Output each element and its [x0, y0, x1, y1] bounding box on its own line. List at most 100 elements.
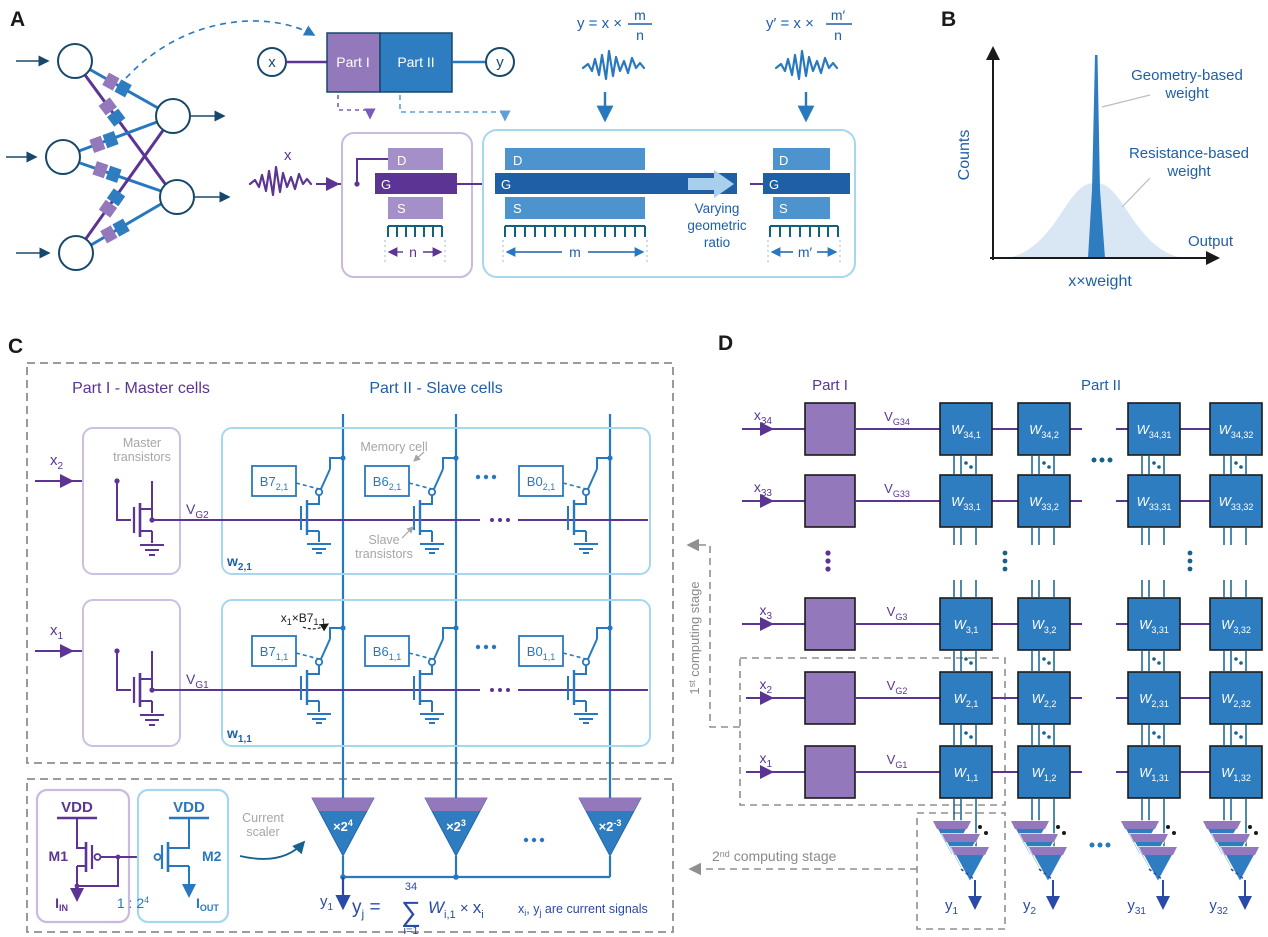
- part2-header: Part II: [1081, 377, 1121, 394]
- drain-bar: [388, 148, 443, 170]
- scaler-stack: y2: [1009, 820, 1069, 917]
- bit-label: B61,1: [373, 644, 401, 662]
- input-label: x34: [754, 407, 773, 427]
- bit-label: B02,1: [527, 474, 555, 492]
- gate-voltage-label: VG2: [887, 678, 908, 696]
- branch-current-annotation: x1×B71,1: [281, 611, 326, 627]
- array-row: x1 VG1 W1,1 W1,2 W1,31 W1,32: [746, 745, 1263, 799]
- y-axis-title: Counts: [956, 130, 973, 181]
- varying-line2: geometric: [687, 218, 747, 233]
- svg-text:W1,32: W1,32: [1221, 765, 1251, 783]
- row-x1: x1 VG1 w1,1 x1×B71,1: [35, 599, 651, 747]
- gate-voltage-label: VG33: [884, 481, 910, 499]
- dim-guides: [384, 240, 446, 262]
- ground-symbol: [307, 543, 331, 554]
- weight-cell: W3,31: [1127, 597, 1181, 651]
- junction-dot: [453, 625, 459, 631]
- waveform-y-prime: [774, 49, 839, 81]
- scaler-gain-label: ×2-3: [599, 818, 622, 834]
- junction-dot: [453, 455, 459, 461]
- weight-cell: W3,1: [939, 597, 993, 651]
- dim-n-label: n: [409, 244, 417, 260]
- svg-text:W3,2: W3,2: [1032, 617, 1057, 635]
- weight-cell: W3,2: [1017, 597, 1071, 651]
- y-node-circle: [485, 47, 515, 77]
- x-axis-end-label: Output: [1188, 233, 1234, 250]
- fat-arrow-head: [714, 170, 734, 198]
- legend-pointer-line: [1101, 94, 1151, 108]
- ground-symbol: [140, 544, 164, 556]
- master-transistor: [114, 648, 164, 726]
- panel-b: B Counts Geometry-based weight Resistanc…: [941, 8, 1249, 290]
- switch-contact: [427, 487, 437, 497]
- part2-label: Part II: [397, 54, 434, 70]
- stage1-connector: [686, 538, 740, 728]
- mirror-ratio-label: 1 : 24: [117, 895, 149, 911]
- iin-label: IIN: [55, 895, 68, 913]
- part-block: x Part I Part II y: [257, 32, 515, 122]
- weight-cell: W33,32: [1209, 474, 1263, 528]
- output-label: y2: [1023, 897, 1037, 917]
- switch-contact: [427, 657, 437, 667]
- gate-voltage-label: VG2: [186, 501, 209, 521]
- weight-cell: W33,2: [1017, 474, 1071, 528]
- svg-text:W2,1: W2,1: [954, 691, 979, 709]
- svg-text:W3,31: W3,31: [1139, 617, 1169, 635]
- part1-label: Part I: [336, 54, 369, 70]
- scaler-stack: y31: [1119, 820, 1179, 917]
- svg-text:W1,31: W1,31: [1139, 765, 1169, 783]
- weight-cell: W34,2: [1017, 402, 1071, 456]
- stage2-dashed-box: [916, 812, 1006, 930]
- switch-blade: [433, 468, 444, 490]
- weight-cell: W33,1: [939, 474, 993, 528]
- synapse-edge: [83, 74, 168, 186]
- junction-dot: [340, 625, 346, 631]
- eq2-lhs: y′ = x ×: [766, 15, 814, 32]
- master-cell-block: [804, 597, 856, 651]
- part2-dashed-pointer: [399, 95, 511, 122]
- sigma-upper: 34: [405, 881, 417, 893]
- array-row: x33 VG33 W33,1 W33,2 W33,31 W33,32: [742, 474, 1263, 528]
- master-transistors-note-line2: transistors: [113, 450, 171, 464]
- svg-text:W2,2: W2,2: [1032, 691, 1057, 709]
- output-label: y1: [945, 897, 959, 917]
- input-x-label: x: [284, 147, 292, 164]
- pmos-gate-bubble: [93, 853, 102, 861]
- gate-voltage-label: VG1: [887, 752, 908, 770]
- weight-cell: W33,31: [1127, 474, 1181, 528]
- master-cell-box: [82, 427, 181, 575]
- synapse-marker: [89, 72, 132, 244]
- synapse-edge: [79, 161, 162, 193]
- svg-text:W3,1: W3,1: [954, 617, 979, 635]
- weight-cell: W1,32: [1209, 745, 1263, 799]
- x-node-label: x: [268, 54, 276, 71]
- array-row: x34 VG34 W34,1 W34,2 W34,31 W34,32: [742, 402, 1263, 456]
- neuron-node: [57, 43, 93, 79]
- current-scaler-triangle: ×23: [424, 797, 488, 877]
- gate-label: G: [501, 177, 511, 192]
- neuron-node: [45, 139, 81, 175]
- pmos-gate-bubble: [153, 853, 162, 861]
- stage1-dashed-box: [739, 657, 1006, 806]
- ground-symbol: [420, 543, 444, 554]
- annotation-pointer: [302, 623, 330, 632]
- scaler-gain-label: ×24: [333, 818, 353, 834]
- drain-bar: [773, 148, 830, 170]
- current-scaler-triangle: ×24: [311, 797, 375, 877]
- master-cell-box: [82, 599, 181, 747]
- array-row: x3 VG3 W3,1 W3,2 W3,31 W3,32: [742, 597, 1263, 651]
- memory-cell: B61,1: [364, 625, 459, 724]
- svg-text:yj =: yj =: [352, 897, 381, 921]
- sigma-lower: i=1: [404, 925, 419, 937]
- eq1-numerator: m: [634, 7, 646, 23]
- master-cell-block: [804, 671, 856, 725]
- crossbar-dashed-box: [26, 362, 674, 764]
- m1-label: M1: [49, 848, 69, 864]
- svg-text:W1,1: W1,1: [954, 765, 979, 783]
- m2-label: M2: [202, 848, 222, 864]
- switch-blade: [587, 638, 598, 660]
- svg-text:W1,2: W1,2: [1032, 765, 1057, 783]
- varying-line3: ratio: [704, 235, 730, 250]
- svg-text:W2,32: W2,32: [1221, 691, 1251, 709]
